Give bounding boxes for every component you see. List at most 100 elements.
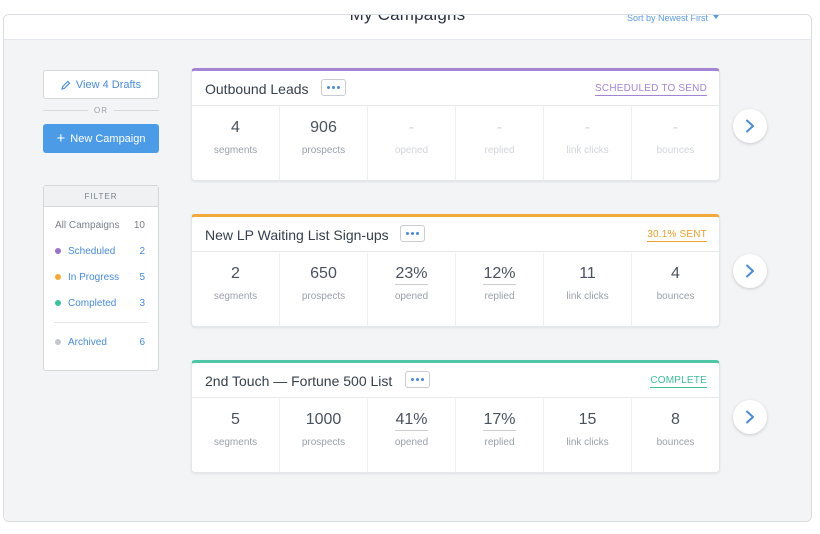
- stat-value: 650: [310, 265, 337, 282]
- filter-in-progress[interactable]: In Progress 5: [55, 270, 145, 284]
- filter-item-label: Scheduled: [68, 245, 116, 257]
- stat-link-clicks: - link clicks: [544, 107, 632, 181]
- sort-label: Sort by Newest First: [626, 14, 708, 23]
- filter-item-label: All Campaigns: [55, 219, 120, 231]
- chevron-right-icon: [746, 410, 754, 424]
- stat-label: opened: [394, 145, 429, 156]
- filter-item-label: In Progress: [68, 271, 120, 283]
- stat-bounces: 8 bounces: [632, 399, 719, 473]
- stat-value: 11: [579, 265, 596, 282]
- main-area: View 4 Drafts OR + New Campaign FILTER A…: [4, 40, 811, 521]
- stat-label: link clicks: [566, 437, 609, 448]
- stat-label: opened: [394, 437, 429, 448]
- stat-value: 17%: [483, 411, 516, 431]
- filter-all-campaigns[interactable]: All Campaigns 10: [55, 218, 145, 232]
- filter-archived[interactable]: Archived 6: [55, 335, 145, 349]
- campaign-status: SCHEDULED TO SEND: [595, 83, 707, 96]
- campaign-card-header: New LP Waiting List Sign-ups 30.1% SENT: [192, 217, 719, 252]
- stat-replied[interactable]: 12% replied: [456, 253, 544, 327]
- campaign-card[interactable]: New LP Waiting List Sign-ups 30.1% SENT …: [191, 214, 720, 327]
- stat-label: segments: [213, 291, 258, 302]
- or-divider: OR: [43, 104, 159, 116]
- archived-dot-icon: [55, 339, 61, 345]
- stat-segments: 2 segments: [192, 253, 280, 327]
- stat-link-clicks: 15 link clicks: [544, 399, 632, 473]
- completed-dot-icon: [55, 300, 61, 306]
- stat-label: link clicks: [566, 145, 609, 156]
- filter-completed[interactable]: Completed 3: [55, 296, 145, 310]
- stat-label: replied: [484, 145, 515, 156]
- stat-label: prospects: [301, 145, 346, 156]
- filter-item-count: 5: [139, 271, 145, 283]
- stat-value: 41%: [395, 411, 428, 431]
- stat-label: prospects: [301, 437, 346, 448]
- stat-label: bounces: [656, 437, 695, 448]
- stat-label: opened: [394, 291, 429, 302]
- stat-value: 5: [231, 411, 240, 428]
- filter-item-count: 6: [139, 336, 145, 348]
- campaign-stats: 5 segments 1000 prospects 41% opened 17% rep…: [192, 399, 719, 473]
- campaign-stats: 4 segments 906 prospects - opened - replied …: [192, 107, 719, 181]
- campaign-title[interactable]: 2nd Touch — Fortune 500 List: [205, 373, 393, 389]
- stat-value: 8: [671, 411, 680, 428]
- stat-label: segments: [213, 437, 258, 448]
- stat-segments: 4 segments: [192, 107, 280, 181]
- new-campaign-label: New Campaign: [70, 132, 146, 145]
- open-campaign-button[interactable]: [733, 254, 767, 288]
- stat-opened: - opened: [368, 107, 456, 181]
- more-options-button[interactable]: [405, 371, 430, 388]
- ellipsis-icon: [327, 86, 340, 89]
- sort-dropdown[interactable]: Sort by Newest First: [626, 14, 719, 23]
- campaign-card[interactable]: Outbound Leads SCHEDULED TO SEND 4 segmen…: [191, 68, 720, 181]
- stat-label: bounces: [656, 145, 695, 156]
- ellipsis-icon: [406, 232, 419, 235]
- stat-segments: 5 segments: [192, 399, 280, 473]
- stat-label: segments: [213, 145, 258, 156]
- stat-value: 15: [578, 411, 597, 428]
- stat-opened[interactable]: 23% opened: [368, 253, 456, 327]
- stat-prospects: 650 prospects: [280, 253, 368, 327]
- stat-label: replied: [484, 291, 515, 302]
- caret-down-icon: [713, 15, 719, 19]
- new-campaign-button[interactable]: + New Campaign: [43, 124, 159, 153]
- stat-value: -: [672, 119, 679, 136]
- campaigns-window: My Campaigns Sort by Newest First View 4…: [3, 14, 812, 522]
- stat-value: -: [496, 119, 503, 136]
- view-drafts-label: View 4 Drafts: [75, 78, 142, 91]
- more-options-button[interactable]: [400, 225, 425, 242]
- or-label: OR: [94, 105, 108, 115]
- stat-value: -: [408, 119, 415, 136]
- stat-replied[interactable]: 17% replied: [456, 399, 544, 473]
- campaign-card[interactable]: 2nd Touch — Fortune 500 List COMPLETE 5 s…: [191, 360, 720, 473]
- ellipsis-icon: [411, 378, 424, 381]
- campaign-status: COMPLETE: [650, 375, 707, 388]
- stat-value: 2: [231, 265, 240, 282]
- stat-value: 4: [231, 119, 240, 136]
- campaign-status: 30.1% SENT: [647, 229, 707, 242]
- stat-value: 1000: [305, 411, 342, 428]
- stat-value: -: [584, 119, 591, 136]
- open-campaign-button[interactable]: [733, 400, 767, 434]
- campaign-title[interactable]: New LP Waiting List Sign-ups: [205, 227, 389, 243]
- filter-item-label: Archived: [68, 336, 107, 348]
- stat-label: prospects: [301, 291, 346, 302]
- stat-opened[interactable]: 41% opened: [368, 399, 456, 473]
- page-title: My Campaigns: [349, 14, 466, 24]
- stat-label: bounces: [656, 291, 695, 302]
- campaign-title[interactable]: Outbound Leads: [205, 81, 309, 97]
- filter-item-count: 10: [133, 219, 145, 231]
- open-campaign-button[interactable]: [733, 109, 767, 143]
- stat-link-clicks: 11 link clicks: [544, 253, 632, 327]
- stat-label: replied: [484, 437, 515, 448]
- campaign-stats: 2 segments 650 prospects 23% opened 12% repl…: [192, 253, 719, 327]
- view-drafts-button[interactable]: View 4 Drafts: [43, 70, 159, 99]
- campaign-card-header: Outbound Leads SCHEDULED TO SEND: [192, 71, 719, 106]
- stat-replied: - replied: [456, 107, 544, 181]
- pencil-icon: [61, 80, 71, 90]
- stat-value: 12%: [483, 265, 516, 285]
- more-options-button[interactable]: [321, 79, 346, 96]
- chevron-right-icon: [746, 119, 754, 133]
- campaign-card-header: 2nd Touch — Fortune 500 List COMPLETE: [192, 363, 719, 398]
- stat-prospects: 906 prospects: [280, 107, 368, 181]
- filter-scheduled[interactable]: Scheduled 2: [55, 244, 145, 258]
